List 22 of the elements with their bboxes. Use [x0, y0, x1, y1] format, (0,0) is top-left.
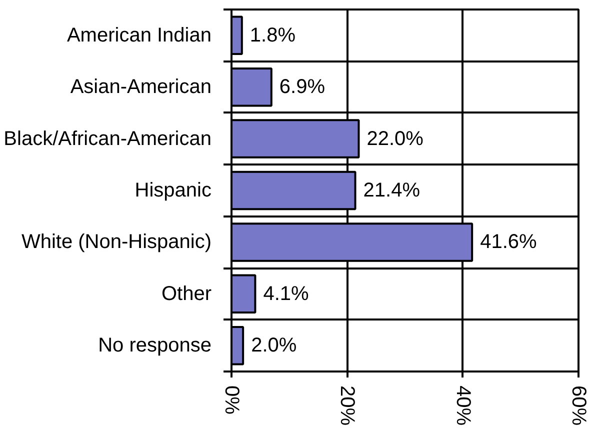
y-tick-label: White (Non-Hispanic) — [21, 231, 212, 254]
data-label: 22.0% — [366, 128, 424, 150]
bar — [232, 274, 256, 314]
y-tick-label: Hispanic — [134, 180, 212, 202]
bar — [232, 67, 272, 107]
data-label: 6.9% — [279, 76, 326, 98]
y-tick-label: Black/African-American — [4, 128, 212, 150]
data-label: 41.6% — [480, 231, 538, 254]
y-tick-label: Asian-American — [70, 76, 212, 98]
bar — [232, 16, 243, 55]
data-label: 21.4% — [363, 180, 420, 202]
data-label: 4.1% — [263, 282, 310, 305]
data-label: 2.0% — [251, 334, 297, 357]
y-tick-label: No response — [98, 334, 212, 357]
y-tick-label: Other — [161, 282, 212, 305]
data-label: 1.8% — [250, 24, 296, 46]
x-tick-label: 40% — [452, 386, 474, 426]
x-tick-label: 20% — [336, 386, 358, 426]
x-tick-label: 60% — [568, 386, 590, 426]
y-tick-label: American Indian — [66, 24, 212, 46]
bar — [232, 326, 244, 366]
x-tick-label: 0% — [220, 386, 242, 415]
